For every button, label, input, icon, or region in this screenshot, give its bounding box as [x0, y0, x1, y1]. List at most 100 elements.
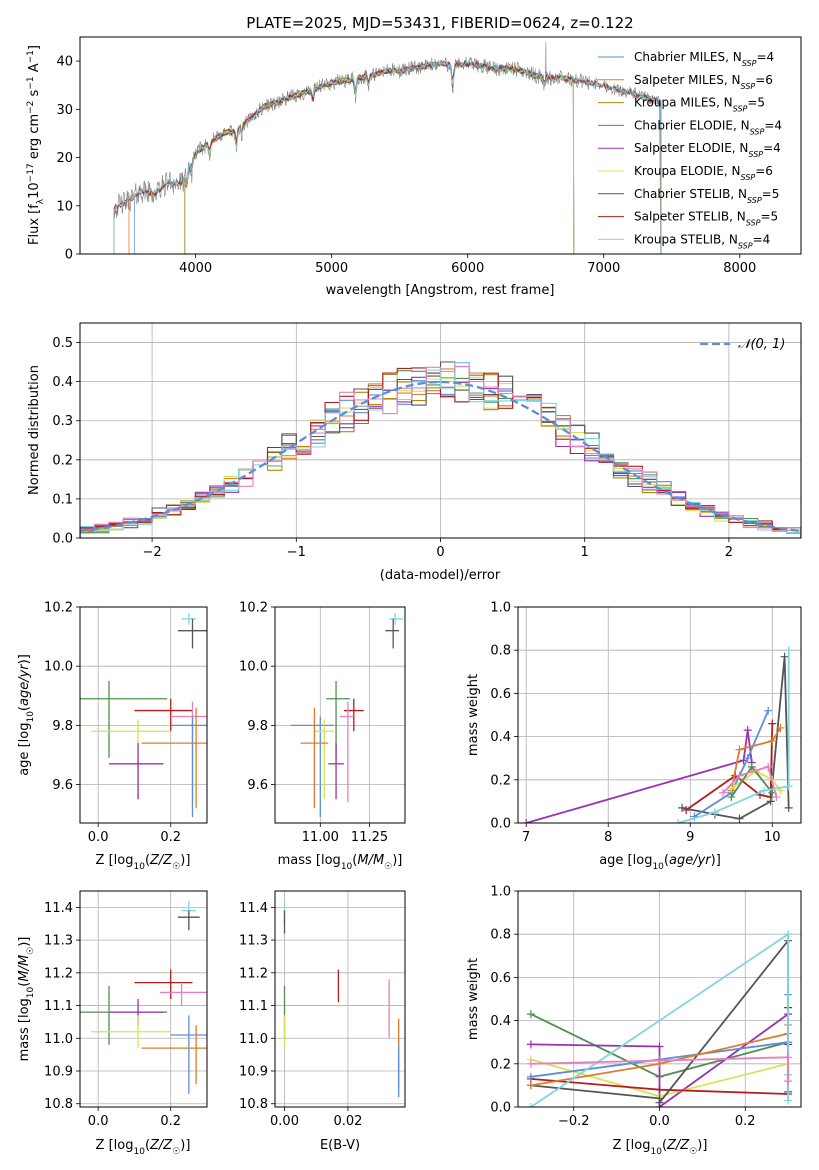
label-part: ☉	[26, 947, 36, 955]
y-tick-label: 0.2	[52, 453, 73, 468]
x-tick-label: 1	[581, 545, 589, 560]
y-tick-label: 11.4	[239, 901, 268, 916]
x-tick-label: 0.0	[88, 1114, 109, 1129]
label-part: age/yr	[17, 663, 32, 706]
y-tick-label: 11.1	[239, 999, 268, 1014]
y-tick-label: 10	[56, 199, 73, 214]
label-part: Z/Z	[149, 1138, 173, 1153]
axes-frame	[517, 606, 802, 824]
weight-point-marker	[784, 930, 793, 939]
x-tick-label: −2	[143, 545, 162, 560]
legend-text: Salpeter STELIB, N	[634, 210, 746, 224]
label-part: M/M	[17, 955, 32, 982]
label-part: λ	[36, 198, 46, 204]
legend-sub: SSP	[741, 81, 756, 90]
legend-entry: Salpeter STELIB, NSSP=5	[634, 210, 778, 228]
legend-text: =5	[762, 187, 780, 201]
y-tick-label: 11.4	[44, 901, 73, 916]
label-part: )]	[180, 853, 190, 868]
legend-entry: Kroupa STELIB, NSSP=4	[634, 232, 770, 250]
legend-text: Chabrier ELODIE, N	[634, 118, 750, 132]
legend-text: Chabrier MILES, N	[634, 50, 742, 64]
weight-point-marker	[747, 762, 756, 771]
label-part: 10	[650, 1147, 662, 1157]
y-tick-label: 10.9	[239, 1065, 268, 1080]
label-part: (	[662, 1138, 667, 1153]
y-tick-label: 0.4	[490, 1014, 511, 1029]
x-tick-label: 0.02	[333, 1114, 362, 1129]
x-axis-label: wavelength [Angstrom, rest frame]	[326, 283, 555, 298]
label-part: ]	[27, 45, 42, 50]
model-spectrum-line	[113, 60, 662, 254]
legend-text: Kroupa ELODIE, N	[634, 164, 741, 178]
weight-point-marker	[780, 652, 789, 661]
x-tick-label: 0	[436, 545, 444, 560]
plot-area	[283, 900, 400, 1098]
legend-text: Chabrier STELIB, N	[634, 187, 747, 201]
y-tick-label: 10.9	[44, 1065, 73, 1080]
y-tick-label: 0.8	[490, 644, 511, 659]
label-part: 10	[26, 711, 36, 723]
y-axis-label: mass weight	[466, 674, 481, 756]
axes-residuals: −2 −1 0 1 2 0.0 0.1 0.2 0.3 0.4 0.5 𝒩(0, 1) (data-mo…	[27, 322, 802, 583]
residual-histogram	[80, 365, 801, 538]
weight-point-marker	[766, 797, 775, 806]
y-tick-label: 1.0	[490, 885, 511, 900]
label-part: 10	[341, 862, 353, 872]
label-part: )]	[17, 937, 32, 947]
weight-point-marker	[784, 1053, 793, 1062]
x-tick-label: 8	[604, 830, 612, 845]
x-axis-label: Z [log10(Z/Z☉)]	[613, 1138, 708, 1157]
weight-point-marker	[655, 1042, 664, 1051]
axes-age_vs_Z: 0.0 0.29.69.810.010.2Z [log10(Z/Z☉)]age […	[17, 601, 208, 872]
legend-text: Kroupa STELIB, N	[634, 232, 738, 246]
legend-text: =4	[753, 232, 771, 246]
y-tick-label: 0.1	[52, 492, 73, 507]
axes-frame	[274, 606, 406, 824]
weight-point-marker	[655, 1085, 664, 1094]
y-tick-label: 11.2	[44, 966, 73, 981]
weight-point-marker	[784, 1096, 793, 1105]
weight-point-marker	[727, 784, 736, 793]
legend-text: Kroupa MILES, N	[634, 96, 733, 110]
label-part: (	[664, 853, 669, 868]
legend-entry: Chabrier STELIB, NSSP=5	[634, 187, 779, 205]
x-tick-label: −1	[287, 545, 306, 560]
x-axis-label: Z [log10(Z/Z☉)]	[96, 1138, 191, 1157]
weight-point-marker	[522, 819, 531, 823]
weight-series-line	[530, 932, 789, 1107]
y-tick-label: 11.3	[239, 934, 268, 949]
x-tick-label: 11.00	[302, 830, 339, 845]
y-tick-label: 0.4	[52, 375, 73, 390]
weight-point-marker	[772, 793, 781, 802]
x-tick-label: 0.0	[649, 1114, 670, 1129]
y-tick-label: 11.0	[239, 1032, 268, 1047]
figure-title: PLATE=2025, MJD=53431, FIBERID=0624, z=0…	[246, 14, 633, 32]
label-part: erg cm	[27, 114, 42, 163]
y-tick-label: 0.6	[490, 971, 511, 986]
axes-frame	[79, 36, 802, 255]
weight-point-marker	[526, 1010, 535, 1019]
legend-text: Salpeter ELODIE, N	[634, 141, 748, 155]
label-part: Z [log	[96, 1138, 134, 1153]
y-axis-label: Flux [fλ10−17 erg cm−2 s−1 A−1]	[26, 45, 46, 245]
label-part: )]	[697, 1138, 707, 1153]
legend-text: =5	[747, 96, 765, 110]
weight-point-marker	[784, 1077, 793, 1086]
y-tick-label: 0.8	[490, 928, 511, 943]
y-tick-label: 0.5	[52, 336, 73, 351]
y-tick-label: 10.2	[44, 601, 73, 616]
x-tick-label: 4000	[179, 261, 212, 276]
x-tick-label: 8000	[723, 261, 756, 276]
x-tick-label: 9	[686, 830, 694, 845]
label-part: M/M	[357, 853, 384, 868]
label-part: )]	[17, 654, 32, 664]
y-tick-label: 0.4	[490, 730, 511, 745]
y-tick-label: 9.8	[52, 719, 73, 734]
label-part: Flux [f	[27, 204, 42, 245]
legend-text: =6	[755, 73, 773, 87]
x-tick-label: 7	[522, 830, 530, 845]
y-tick-label: 40	[56, 55, 73, 70]
